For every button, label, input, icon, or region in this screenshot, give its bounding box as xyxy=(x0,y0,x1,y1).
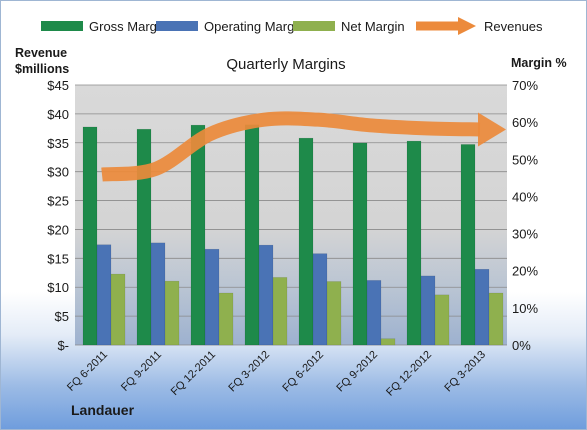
footer-label: Landauer xyxy=(71,402,135,418)
bar-net-margin xyxy=(218,292,234,346)
bar-gross-margin xyxy=(136,128,152,346)
bar-gross-margin xyxy=(298,137,314,346)
left-tick-label: $20 xyxy=(47,222,69,237)
category-label: FQ 9-2011 xyxy=(119,349,164,394)
legend-swatch-operating-margin xyxy=(156,21,198,31)
legend-label: Operating Margin xyxy=(204,19,304,34)
legend-label: Net Margin xyxy=(341,19,405,34)
bar-gross-margin xyxy=(190,124,206,346)
left-tick-label: $10 xyxy=(47,280,69,295)
right-tick-label: 30% xyxy=(512,227,538,242)
bar-gross-margin xyxy=(82,126,98,346)
legend-swatch-net-margin xyxy=(293,21,335,31)
bar-operating-margin xyxy=(258,244,274,346)
bar-gross-margin xyxy=(460,144,476,346)
bar-net-margin xyxy=(380,338,396,346)
bar-operating-margin xyxy=(474,268,490,346)
left-tick-label: $45 xyxy=(47,78,69,93)
bar-operating-margin xyxy=(312,253,328,346)
category-label: FQ 12-2012 xyxy=(384,349,434,399)
right-tick-label: 40% xyxy=(512,189,538,204)
right-axis-title: Margin % xyxy=(511,56,567,70)
bar-net-margin xyxy=(272,277,288,346)
bar-net-margin xyxy=(434,294,450,346)
revenue-line xyxy=(101,111,481,182)
bar-operating-margin xyxy=(150,242,166,346)
bar-operating-margin xyxy=(96,244,112,346)
left-tick-label: $15 xyxy=(47,251,69,266)
bar-operating-margin xyxy=(366,280,382,346)
bar-net-margin xyxy=(110,273,126,346)
right-tick-label: 10% xyxy=(512,301,538,316)
chart-title: Quarterly Margins xyxy=(226,56,345,73)
right-tick-label: 70% xyxy=(512,78,538,93)
legend-label: Gross Margin xyxy=(89,19,167,34)
category-label: FQ 12-2011 xyxy=(169,349,218,398)
category-label: FQ 3-2012 xyxy=(226,349,272,395)
legend-arrowhead xyxy=(458,17,476,35)
bar-operating-margin xyxy=(204,248,220,346)
category-label: FQ 6-2012 xyxy=(280,349,326,395)
bar-gross-margin xyxy=(244,124,260,346)
bar-net-margin xyxy=(326,281,342,346)
bar-operating-margin xyxy=(420,275,436,346)
legend-label: Revenues xyxy=(484,19,543,34)
legend-swatch-gross-margin xyxy=(41,21,83,31)
left-tick-label: $25 xyxy=(47,194,69,209)
right-tick-label: 50% xyxy=(512,152,538,167)
left-tick-label: $5 xyxy=(55,309,69,324)
category-label: FQ 6-2011 xyxy=(65,349,110,394)
left-tick-label: $30 xyxy=(47,165,69,180)
bar-net-margin xyxy=(164,280,180,346)
left-tick-label: $35 xyxy=(47,136,69,151)
bar-gross-margin xyxy=(406,140,422,346)
bar-gross-margin xyxy=(352,142,368,346)
right-tick-label: 0% xyxy=(512,338,531,353)
right-tick-label: 20% xyxy=(512,264,538,279)
category-label: FQ 3-2013 xyxy=(442,349,488,395)
right-tick-label: 60% xyxy=(512,115,538,130)
revenue-arrowhead xyxy=(478,112,506,147)
left-axis-title-line1: Revenue xyxy=(15,46,67,60)
bar-net-margin xyxy=(488,292,504,346)
left-axis-title-line2: $millions xyxy=(15,62,69,76)
category-label: FQ 9-2012 xyxy=(334,349,380,395)
left-tick-label: $- xyxy=(57,338,69,353)
left-tick-label: $40 xyxy=(47,107,69,122)
